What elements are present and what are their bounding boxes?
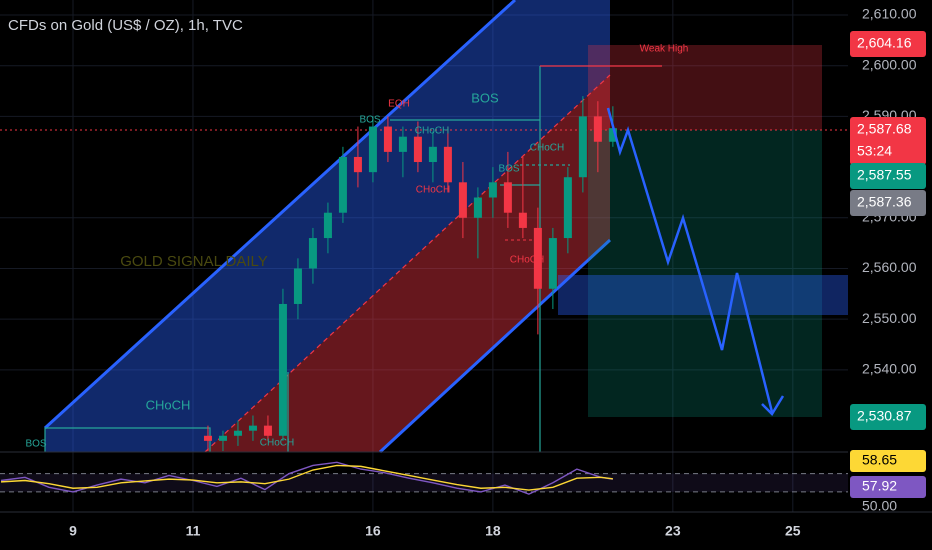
candle-body bbox=[458, 182, 467, 218]
y-tick-label: 2,560.00 bbox=[862, 259, 917, 275]
candle-body bbox=[593, 116, 602, 142]
x-tick-label: 23 bbox=[665, 523, 681, 539]
rsi-band bbox=[0, 473, 848, 492]
candle-body bbox=[473, 197, 482, 218]
candle-body bbox=[308, 238, 317, 269]
candle-body bbox=[248, 425, 257, 431]
x-tick-label: 16 bbox=[365, 523, 381, 539]
candle-body bbox=[503, 182, 512, 213]
candle-body bbox=[293, 268, 302, 304]
chart-title: CFDs on Gold (US$ / OZ), 1h, TVC bbox=[8, 17, 243, 34]
candle-body bbox=[368, 126, 377, 173]
y-tick-label: 2,600.00 bbox=[862, 56, 917, 72]
rsi-line bbox=[0, 464, 613, 491]
price-badge-label: 2,530.87 bbox=[857, 408, 912, 424]
arrow-head bbox=[761, 395, 785, 417]
annotation: GOLD SIGNAL DAILY bbox=[120, 253, 268, 270]
annotation: EQH bbox=[388, 99, 410, 110]
candle-body bbox=[563, 177, 572, 239]
price-badge bbox=[850, 190, 926, 216]
x-tick-label: 11 bbox=[186, 523, 201, 539]
price-badge-label: 2,587.55 bbox=[857, 167, 912, 183]
annotations: BOS EQH BOS CHoCH CHoCH BOS CHoCH CHoCH Weak Hig… bbox=[25, 44, 688, 450]
rsi-badge-label: 57.92 bbox=[862, 478, 897, 494]
price-badge-sublabel: 53:24 bbox=[857, 143, 892, 159]
candle-body bbox=[428, 146, 437, 163]
candle-body bbox=[278, 303, 287, 436]
channel-top-line bbox=[43, 0, 517, 430]
candle-body bbox=[548, 238, 557, 289]
price-badge bbox=[850, 163, 926, 189]
price-badge-label: 2,587.68 bbox=[857, 121, 912, 137]
candle-body bbox=[263, 425, 272, 436]
annotation: BOS bbox=[359, 115, 380, 126]
channel-mid-line bbox=[204, 74, 611, 453]
annotation: CHoCH bbox=[510, 255, 544, 266]
candle-body bbox=[413, 136, 422, 163]
y-tick-label: 2,550.00 bbox=[862, 310, 917, 326]
candle-body bbox=[488, 182, 497, 198]
annotation: BOS bbox=[498, 164, 519, 175]
x-tick-label: 9 bbox=[69, 523, 77, 539]
candle-body bbox=[383, 126, 392, 152]
price-badge bbox=[850, 31, 926, 57]
rsi-badge-label: 58.65 bbox=[862, 452, 897, 468]
axes: 2,610.002,600.002,590.002,570.002,560.00… bbox=[69, 6, 926, 539]
x-tick-label: 25 bbox=[785, 523, 801, 539]
annotation: CHoCH bbox=[415, 126, 449, 137]
annotation: BOS bbox=[25, 439, 46, 450]
price-badge-label: 2,587.36 bbox=[857, 194, 912, 210]
grid bbox=[0, 0, 848, 512]
target-zone bbox=[588, 130, 822, 417]
candle-body bbox=[518, 212, 527, 228]
y-tick-label: 2,540.00 bbox=[862, 361, 917, 377]
annotation: CHoCH bbox=[146, 397, 191, 412]
candles bbox=[203, 96, 617, 451]
candle-body bbox=[338, 156, 347, 213]
candle-body bbox=[323, 212, 332, 239]
rsi-badge bbox=[850, 476, 926, 498]
annotation: CHoCH bbox=[530, 143, 564, 154]
demand-zone bbox=[558, 275, 848, 315]
price-badge bbox=[850, 404, 926, 430]
candle-body bbox=[578, 116, 587, 178]
rsi-line bbox=[0, 461, 613, 495]
candle-body bbox=[608, 128, 617, 142]
y-tick-label: 2,610.00 bbox=[862, 6, 917, 22]
channel-bottom-line bbox=[378, 238, 612, 454]
candle-body bbox=[233, 430, 242, 436]
rsi-tick-label: 50.00 bbox=[862, 498, 897, 514]
stop-zone bbox=[588, 45, 822, 130]
projection-arrow bbox=[606, 107, 774, 413]
annotation: CHoCH bbox=[260, 438, 294, 449]
candle-body bbox=[443, 146, 452, 183]
price-badge bbox=[850, 117, 926, 165]
rsi-pane: 50.00 57.92 58.65 bbox=[0, 450, 926, 514]
candle-body bbox=[203, 435, 212, 441]
price-badge-label: 2,604.16 bbox=[857, 35, 912, 51]
annotation: CHoCH bbox=[416, 185, 450, 196]
annotation: Weak High bbox=[640, 44, 689, 55]
candle-body bbox=[398, 136, 407, 152]
candle-body bbox=[218, 435, 227, 441]
candle-body bbox=[533, 227, 542, 289]
rsi-badge bbox=[850, 450, 926, 472]
x-tick-label: 18 bbox=[485, 523, 501, 539]
annotation: BOS bbox=[471, 90, 499, 105]
candle-body bbox=[353, 156, 362, 173]
